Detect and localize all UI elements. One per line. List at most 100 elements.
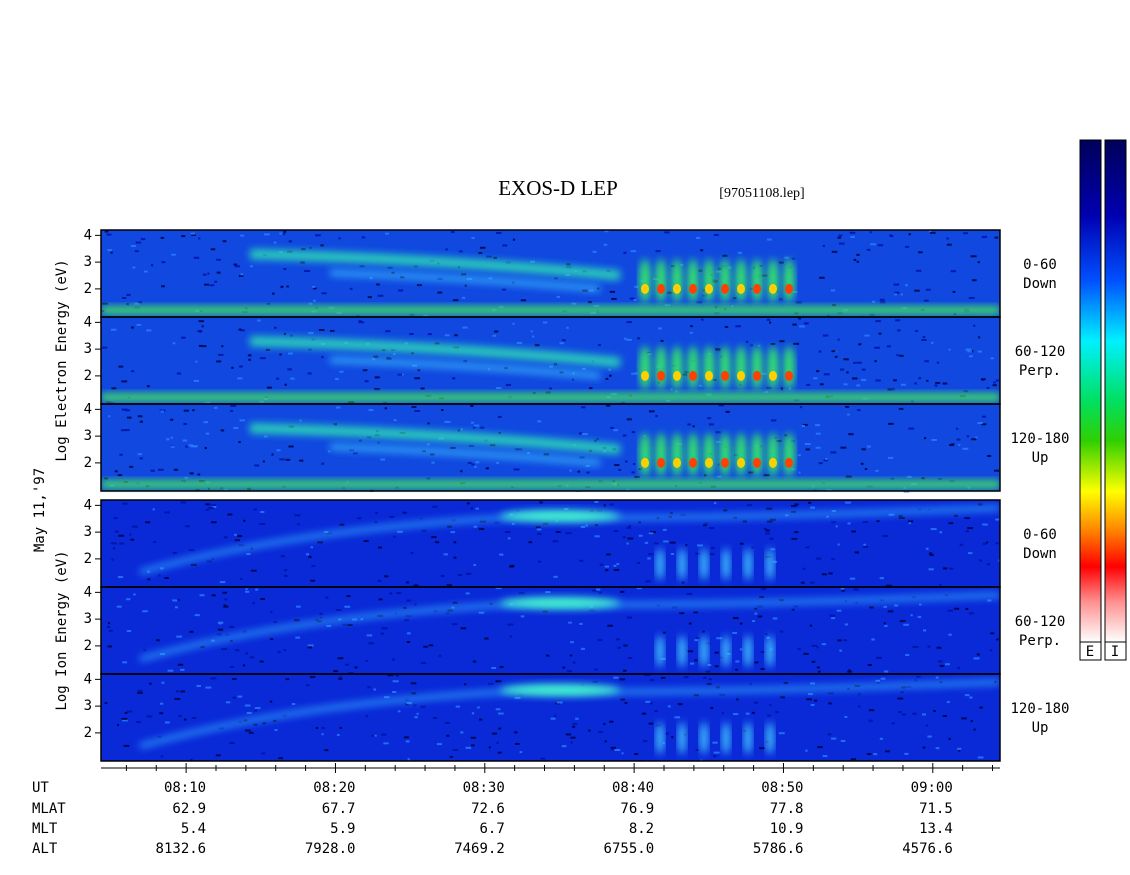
spectrogram-noise [438,654,442,657]
spectrogram-noise [684,371,689,374]
spectrogram-noise [383,696,390,699]
spectrogram-noise [686,592,693,595]
spectrogram-noise [514,731,518,734]
spectrogram-noise [426,477,431,480]
spectrogram-noise [478,252,483,255]
spectrogram-noise [905,245,910,248]
spectrogram-noise [406,641,411,644]
spectrogram-noise [703,474,707,477]
spectrogram-noise [864,468,868,471]
spectrogram-noise [499,553,504,556]
spectrogram-noise [888,513,895,516]
spectrogram-noise [433,717,438,720]
spectrogram-noise [875,679,881,682]
spectrogram-noise [942,382,948,385]
spectrogram-noise [978,336,981,339]
spectrogram-noise [810,581,815,584]
spectrogram-noise [948,522,954,525]
spectrogram-noise [980,378,986,381]
spectrogram-blob [673,370,681,381]
spectrogram-noise [861,448,866,451]
spectrogram-noise [449,755,453,758]
spectrogram-noise [977,421,983,424]
spectrogram-noise [845,405,850,408]
spectrogram-noise [878,332,882,335]
spectrogram-noise [892,388,895,391]
panel-direction: Perp. [1019,633,1061,649]
spectrogram-noise [431,461,435,464]
spectrogram-noise [698,384,703,387]
spectrogram-noise [822,334,829,337]
x-tick-label: 08:10 [164,780,206,796]
spectrogram-noise [324,749,329,752]
spectrogram-noise [339,726,342,729]
spectrogram-noise [509,635,513,638]
spectrogram-noise [452,299,459,302]
spectrogram-noise [831,509,837,512]
spectrogram-noise [901,713,906,716]
spectrogram-noise [119,542,125,545]
spectrogram-noise [889,234,893,237]
spectrogram-noise [990,357,994,360]
spectrogram-noise [183,409,190,412]
spectrogram-noise [981,235,988,238]
spectrogram-band [249,423,621,455]
spectrogram-noise [368,642,374,645]
spectrogram-noise [831,558,835,561]
spectrogram-noise [928,568,934,571]
spectrogram-noise [900,293,903,296]
spectrogram-noise [779,340,785,343]
spectrogram-blob [785,370,793,381]
spectrogram-noise [104,702,108,705]
spectrogram-noise [104,230,109,233]
spectrogram-noise [905,654,910,657]
spectrogram-noise [766,386,772,389]
spectrogram-noise [950,270,957,273]
spectrogram-noise [426,443,430,446]
spectrogram-noise [253,723,258,726]
spectrogram-noise [120,429,126,432]
spectrogram-noise [664,231,670,234]
spectrogram-noise [276,449,281,452]
spectrogram-blob [657,457,665,468]
spectrogram-noise [993,381,996,384]
spectrogram-noise [831,737,837,740]
spectrogram-noise [423,314,429,317]
spectrogram-noise [443,553,448,556]
spectrogram-noise [885,584,892,587]
spectrogram-noise [667,291,672,294]
colorbar-box [1079,641,1102,661]
spectrogram-noise [137,691,144,694]
spectrogram-noise [311,564,316,567]
spectrogram-noise [634,753,639,756]
spectrogram-noise [613,429,618,432]
spectrogram-noise [845,501,851,504]
spectrogram-noise [468,444,475,447]
spectrogram-noise [240,577,243,580]
spectrogram-noise [272,292,275,295]
spectrogram-blob [735,258,747,303]
spectrogram-noise [339,523,345,526]
spectrogram-noise [257,319,261,322]
spectrogram-noise [188,444,194,447]
group-label: Log Electron Energy (eV) [54,259,70,461]
spectrogram-noise [891,722,895,725]
spectrogram-noise [745,340,749,343]
spectrogram-noise [695,748,700,751]
spectrogram-noise [119,453,123,456]
spectrogram-noise [215,754,221,757]
spectrogram-blob [673,283,681,294]
spectrogram-blob [703,258,715,303]
spectrogram-noise [894,291,900,294]
spectrogram-noise [147,578,151,581]
spectrogram-noise [707,664,712,667]
spectrogram-blob [737,283,745,294]
spectrogram-noise [827,733,832,736]
spectrogram-noise [937,478,943,481]
spectrogram-noise [815,432,821,435]
spectrogram-noise [473,424,480,427]
spectrogram-noise [223,536,228,539]
spectrogram-noise [795,301,802,304]
spectrogram-noise [430,453,435,456]
spectrogram-noise [847,413,850,416]
